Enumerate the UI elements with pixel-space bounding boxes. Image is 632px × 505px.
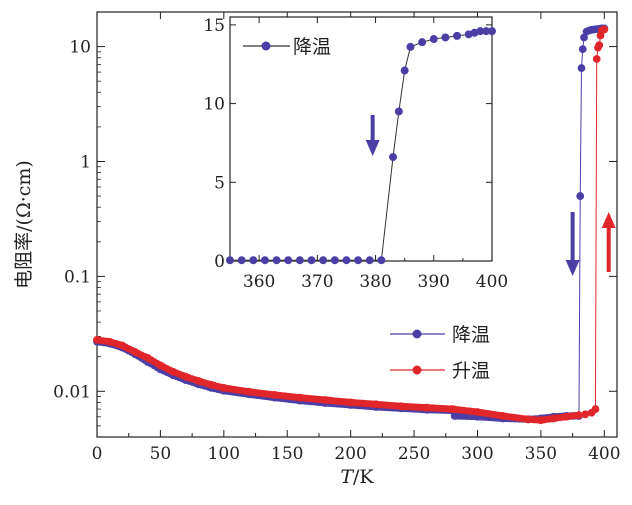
inset-data-point	[273, 256, 281, 264]
cooling-arrow-head	[566, 260, 580, 276]
x-tick-label: 400	[588, 444, 620, 464]
data-point-1	[204, 380, 211, 387]
legend-marker-1	[413, 366, 422, 375]
inset-x-tick-label: 370	[301, 272, 333, 292]
inset-data-point	[401, 67, 409, 75]
inset-data-point	[406, 43, 414, 51]
inset-legend-label: 降温	[293, 36, 331, 58]
data-point-0	[577, 192, 584, 199]
inset-data-point	[342, 256, 350, 264]
inset-legend-marker	[262, 42, 271, 51]
inset-data-point	[331, 256, 339, 264]
inset-y-tick-label: 15	[203, 16, 225, 36]
inset-data-point	[430, 35, 438, 43]
inset-x-tick-label: 360	[243, 272, 275, 292]
data-point-1	[154, 360, 161, 367]
inset-data-point	[453, 32, 461, 40]
inset-data-point	[261, 256, 269, 264]
x-axis-label: T/K	[340, 466, 374, 488]
x-tick-label: 200	[334, 444, 366, 464]
data-point-1	[128, 347, 135, 354]
inset-data-point	[377, 256, 385, 264]
legend-label-0: 降温	[452, 324, 490, 346]
legend-marker-0	[413, 330, 422, 339]
y-tick-label: 0.01	[53, 382, 91, 402]
y-tick-label: 1	[80, 152, 91, 172]
data-point-1	[596, 42, 603, 49]
heating-arrow-head	[602, 212, 616, 228]
data-point-1	[547, 415, 554, 422]
inset-y-tick-label: 5	[214, 173, 225, 193]
x-tick-label: 150	[271, 444, 303, 464]
legend-label-1: 升温	[452, 360, 490, 382]
inset-data-point	[418, 38, 426, 46]
x-tick-label: 50	[150, 444, 172, 464]
x-axis-label-unit: /K	[353, 466, 374, 488]
inset-data-point	[238, 256, 246, 264]
data-point-1	[593, 55, 600, 62]
inset-data-point	[319, 256, 327, 264]
inset-y-tick-label: 0	[214, 252, 225, 272]
inset-plot: 360 370 380 390 400 0 5 10 15 降温	[203, 16, 508, 292]
inset-x-tick-label: 390	[418, 272, 450, 292]
inset-data-point	[249, 256, 257, 264]
x-tick-label: 300	[461, 444, 493, 464]
data-point-1	[141, 353, 148, 360]
data-point-1	[103, 338, 110, 345]
inset-data-point	[354, 256, 362, 264]
y-tick-label: 0.1	[64, 267, 91, 287]
inset-x-tick-label: 400	[476, 272, 508, 292]
data-point-1	[116, 341, 123, 348]
x-tick-label: 0	[92, 444, 103, 464]
data-point-1	[592, 405, 599, 412]
inset-data-point	[226, 256, 234, 264]
data-point-1	[179, 372, 186, 379]
inset-data-point	[284, 256, 292, 264]
inset-data-point	[366, 256, 374, 264]
data-point-1	[559, 414, 566, 421]
data-point-1	[166, 367, 173, 374]
inset-y-tick-label: 10	[203, 95, 225, 115]
y-tick-label: 10	[69, 38, 91, 58]
data-point-1	[534, 416, 541, 423]
data-point-1	[601, 26, 608, 33]
inset-data-point	[296, 256, 304, 264]
inset-data-point	[395, 107, 403, 115]
inset-data-point	[308, 256, 316, 264]
inset-data-point	[389, 153, 397, 161]
inset-data-point	[441, 33, 449, 41]
data-point-1	[572, 412, 579, 419]
x-tick-label: 350	[525, 444, 557, 464]
data-point-1	[217, 384, 224, 391]
inset-data-point	[488, 27, 496, 35]
inset-frame	[230, 17, 492, 261]
data-point-0	[578, 64, 585, 71]
x-tick-label: 100	[208, 444, 240, 464]
y-axis-label: 电阻率/(Ω·cm)	[13, 160, 35, 289]
data-point-1	[192, 376, 199, 383]
inset-x-tick-label: 380	[359, 272, 391, 292]
x-tick-label: 250	[398, 444, 430, 464]
data-point-1	[582, 411, 589, 418]
data-point-0	[579, 46, 586, 53]
